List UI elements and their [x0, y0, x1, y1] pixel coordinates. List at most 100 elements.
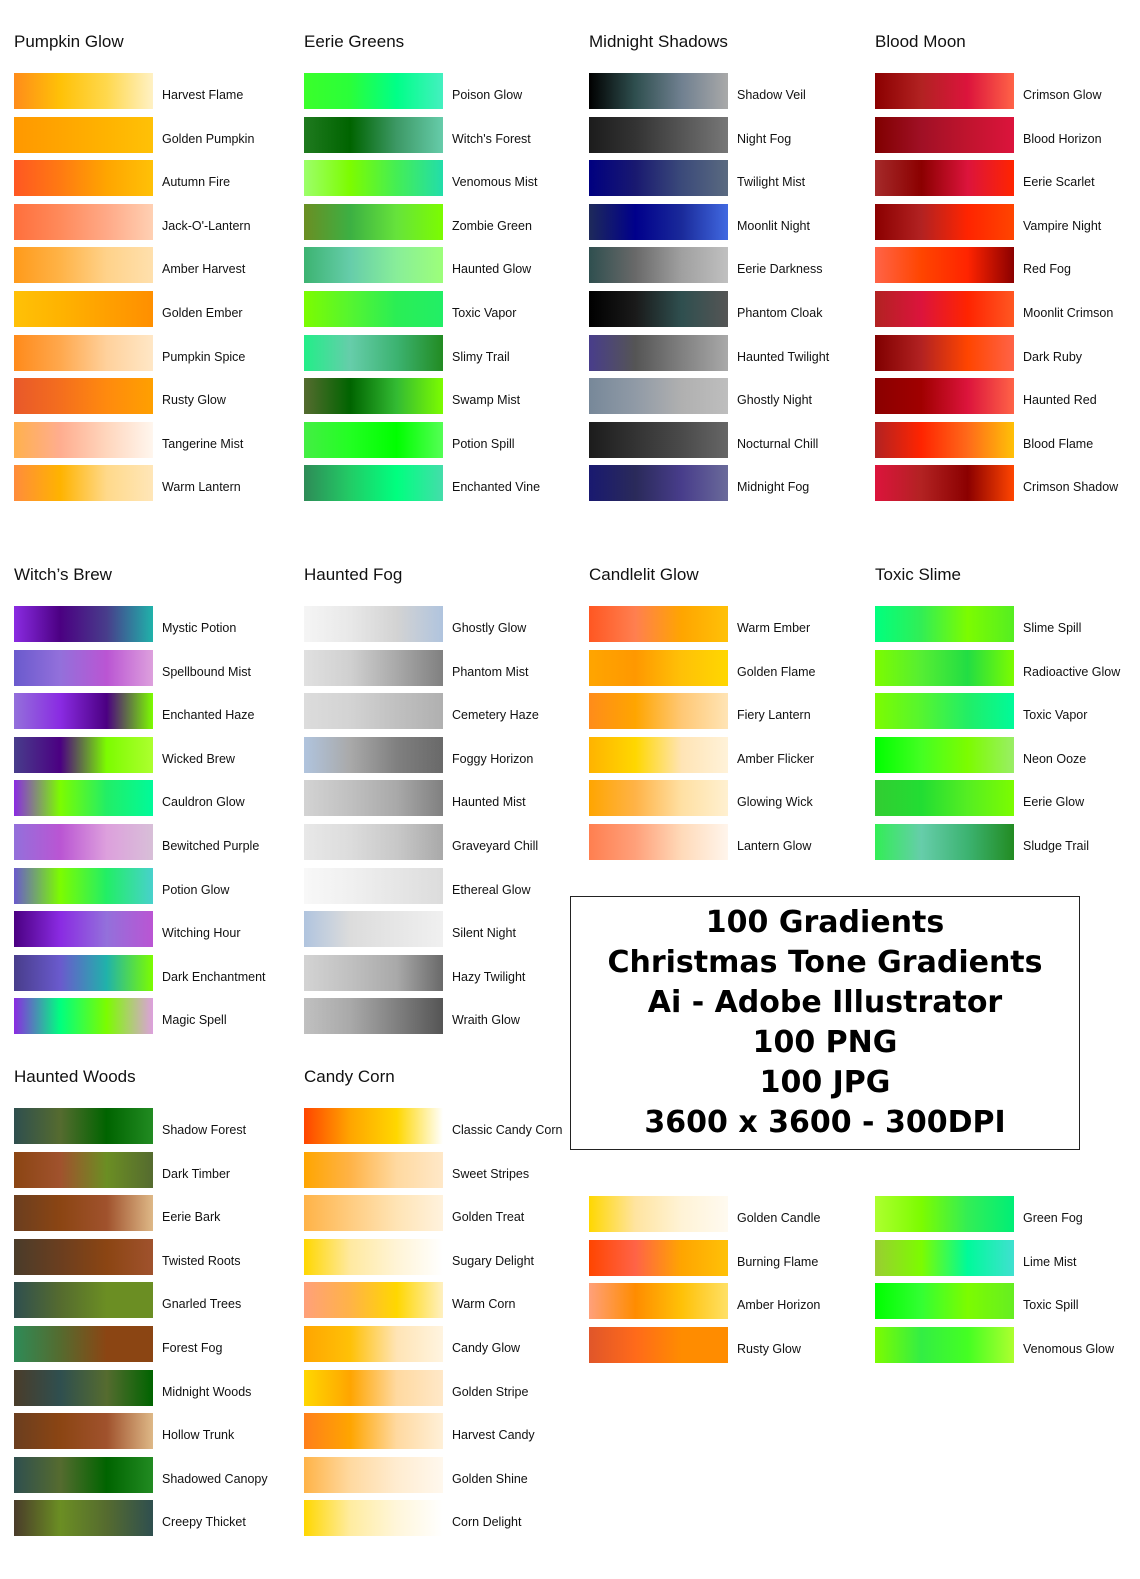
gradient-label: Toxic Vapor [452, 306, 517, 320]
gradient-swatch [589, 1240, 728, 1276]
gradient-label: Candy Glow [452, 1341, 521, 1355]
gradient-label: Haunted Mist [452, 795, 526, 809]
gradient-item: Blood Horizon [875, 117, 1140, 153]
gradient-item: Midnight Fog [589, 465, 859, 501]
gradient-swatch [304, 911, 443, 947]
gradient-label: Amber Flicker [737, 752, 815, 766]
gradient-item: Amber Harvest [14, 247, 284, 283]
gradient-label: Amber Horizon [737, 1298, 821, 1312]
gradient-item: Wicked Brew [14, 737, 284, 773]
gradient-swatch [589, 73, 728, 109]
gradient-label: Green Fog [1023, 1211, 1083, 1225]
gradient-swatch [14, 1457, 153, 1493]
gradient-item: Amber Horizon [589, 1283, 859, 1319]
gradient-swatch [589, 737, 728, 773]
gradient-swatch [589, 693, 728, 729]
gradient-swatch [304, 247, 443, 283]
gradient-swatch [304, 650, 443, 686]
gradient-label: Spellbound Mist [162, 665, 251, 679]
info-line-collection: Christmas Tone Gradients [607, 945, 1043, 980]
gradient-swatch [875, 247, 1014, 283]
gradient-label: Venomous Glow [1023, 1342, 1115, 1356]
gradient-item: Harvest Flame [14, 73, 284, 109]
gradient-item: Twisted Roots [14, 1239, 284, 1275]
gradient-swatch [14, 291, 153, 327]
gradient-item: Phantom Mist [304, 650, 574, 686]
gradient-label: Pumpkin Spice [162, 350, 246, 364]
gradient-item: Rusty Glow [589, 1327, 859, 1363]
gradient-swatch [14, 868, 153, 904]
gradient-swatch [589, 824, 728, 860]
gradient-swatch [875, 204, 1014, 240]
gradient-label: Moonlit Crimson [1023, 306, 1114, 320]
gradient-item: Fiery Lantern [589, 693, 859, 729]
gradient-swatch [14, 1195, 153, 1231]
gradient-label: Ethereal Glow [452, 883, 531, 897]
gradient-label: Poison Glow [452, 88, 523, 102]
gradient-label: Potion Glow [162, 883, 230, 897]
gradient-swatch [304, 117, 443, 153]
gradient-swatch [304, 204, 443, 240]
group-title: Eerie Greens [304, 32, 405, 51]
gradient-swatch [875, 1240, 1014, 1276]
gradient-item: Jack-O'-Lantern [14, 204, 284, 240]
gradient-item: Mystic Potion [14, 606, 284, 642]
gradient-swatch [875, 780, 1014, 816]
gradient-label: Sweet Stripes [452, 1167, 530, 1181]
gradient-swatch [304, 998, 443, 1034]
gradient-label: Gnarled Trees [162, 1297, 242, 1311]
gradient-label: Warm Ember [737, 621, 811, 635]
gradient-item: Blood Flame [875, 422, 1140, 458]
info-line-software: Ai - Adobe Illustrator [647, 985, 1003, 1020]
gradient-label: Classic Candy Corn [452, 1123, 563, 1137]
gradient-item: Amber Flicker [589, 737, 859, 773]
gradient-item: Dark Ruby [875, 335, 1140, 371]
gradient-label: Wraith Glow [452, 1013, 520, 1027]
gradient-label: Golden Ember [162, 306, 243, 320]
gradient-item: Eerie Bark [14, 1195, 284, 1231]
gradient-item: Swamp Mist [304, 378, 574, 414]
gradient-label: Rusty Glow [162, 393, 226, 407]
gradient-swatch [14, 911, 153, 947]
gradient-swatch [14, 1152, 153, 1188]
gradient-swatch [875, 117, 1014, 153]
gradient-swatch [304, 955, 443, 991]
gradient-label: Cauldron Glow [162, 795, 245, 809]
gradient-label: Hollow Trunk [162, 1428, 235, 1442]
gradient-swatch [304, 824, 443, 860]
gradient-swatch [14, 1500, 153, 1536]
gradient-swatch [875, 465, 1014, 501]
group-title: Haunted Fog [304, 565, 403, 584]
gradient-swatch [304, 780, 443, 816]
gradient-label: Hazy Twilight [452, 970, 526, 984]
gradient-label: Twisted Roots [162, 1254, 241, 1268]
gradient-item: Shadow Forest [14, 1108, 284, 1144]
gradient-item: Zombie Green [304, 204, 574, 240]
gradient-swatch [14, 1413, 153, 1449]
gradient-swatch [875, 1283, 1014, 1319]
group-title: Candy Corn [304, 1067, 395, 1086]
gradient-swatch [304, 868, 443, 904]
gradient-item: Rusty Glow [14, 378, 284, 414]
gradient-item: Ethereal Glow [304, 868, 574, 904]
gradient-label: Crimson Shadow [1023, 480, 1119, 494]
gradient-item: Enchanted Haze [14, 693, 284, 729]
gradient-swatch [589, 291, 728, 327]
gradient-label: Dark Enchantment [162, 970, 266, 984]
gradient-swatch [14, 378, 153, 414]
gradient-swatch [589, 247, 728, 283]
gradient-item: Shadow Veil [589, 73, 859, 109]
gradient-item: Nocturnal Chill [589, 422, 859, 458]
gradient-swatch [14, 998, 153, 1034]
gradient-label: Enchanted Haze [162, 708, 255, 722]
gradient-item: Shadowed Canopy [14, 1457, 284, 1493]
gradient-swatch [14, 693, 153, 729]
gradient-swatch [589, 650, 728, 686]
gradient-swatch [875, 824, 1014, 860]
gradient-swatch [589, 465, 728, 501]
gradient-item: Autumn Fire [14, 160, 284, 196]
gradient-item: Haunted Mist [304, 780, 574, 816]
gradient-item: Night Fog [589, 117, 859, 153]
gradient-swatch [304, 291, 443, 327]
gradient-swatch [304, 73, 443, 109]
